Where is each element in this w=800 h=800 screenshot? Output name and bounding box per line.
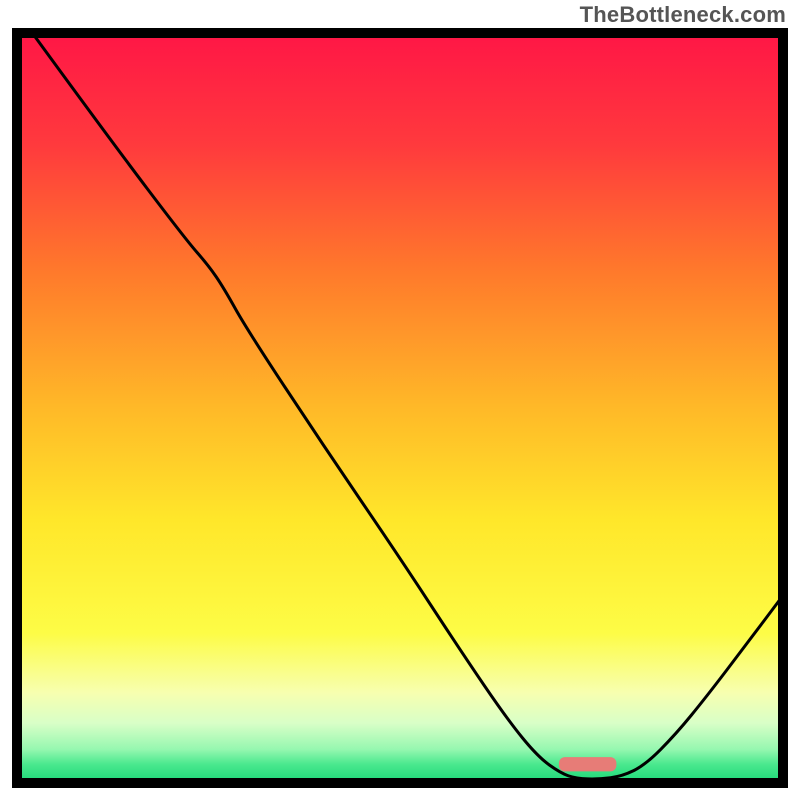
chart-stage: TheBottleneck.com: [0, 0, 800, 800]
gradient-background: [17, 33, 783, 783]
optimal-range-marker: [559, 757, 616, 771]
bottleneck-gradient-chart: [0, 0, 800, 800]
plot-area: [17, 33, 783, 783]
